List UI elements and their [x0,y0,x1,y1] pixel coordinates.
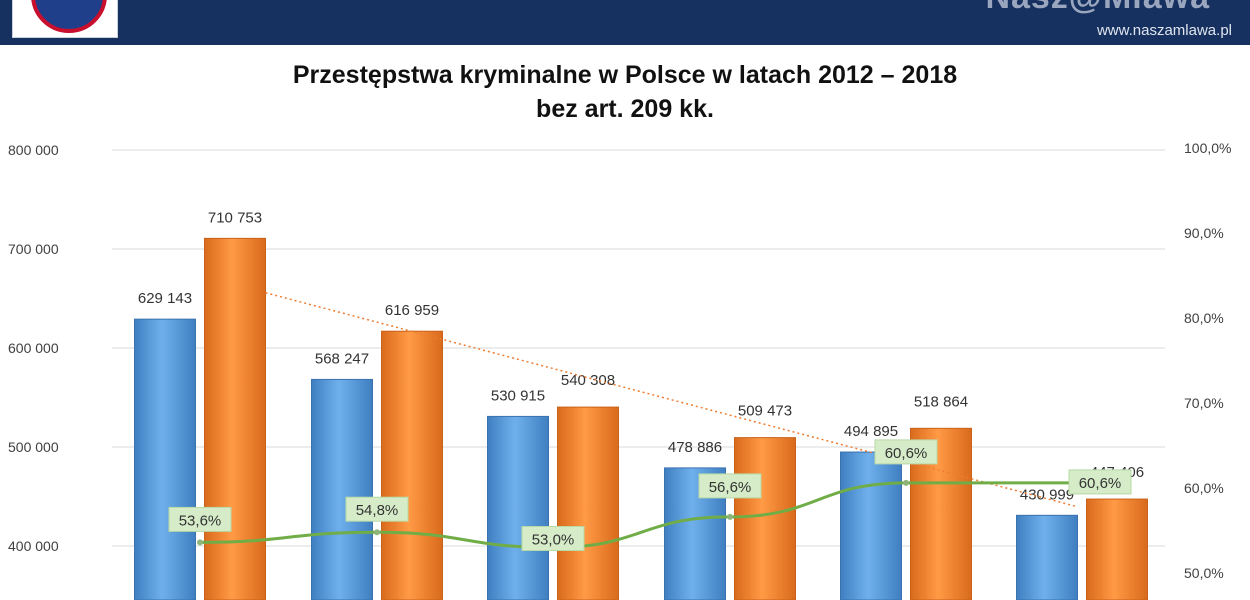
y-right-tick-label: 70,0% [1184,395,1224,411]
y-right-tick-label: 80,0% [1184,310,1224,326]
site-url[interactable]: www.naszamlawa.pl [1096,22,1232,39]
y-right-tick-label: 90,0% [1184,225,1224,241]
bar-data-label: 518 864 [914,393,968,410]
line-data-label: 53,6% [179,512,222,529]
y-right-tick-label: 60,0% [1184,480,1224,496]
y-left-tick-label: 500 000 [8,439,59,455]
bar-series0-4 [840,451,902,600]
bar-series0-2 [487,415,549,600]
y-left-tick-label: 600 000 [8,340,59,356]
y-left-tick-label: 700 000 [8,241,59,257]
line-label-box [521,526,585,551]
y-left-tick-label: 400 000 [8,538,59,554]
bar-series1-3 [734,437,796,600]
y-right-tick-label: 50,0% [1184,565,1224,581]
bar-series0-0 [134,318,196,600]
y-left-tick-label: 800 000 [8,142,59,158]
bar-data-label: 509 473 [738,403,792,420]
line-data-label: 54,8% [356,502,399,519]
bar-series1-1 [381,330,443,600]
bar-series1-0 [204,237,266,600]
bar-data-label: 568 247 [315,350,369,367]
line-label-box [1068,469,1132,495]
bar-series0-1 [311,378,373,600]
chart-title-block: Przestępstwa kryminalne w Polsce w latac… [0,58,1250,126]
bar-data-label: 629 143 [138,290,192,307]
line-point [374,529,380,536]
line-data-label: 56,6% [709,479,752,496]
chart-subtitle: bez art. 209 kk. [536,95,714,123]
bar-data-label: 616 959 [385,302,439,319]
bar-data-label: 430 999 [1020,486,1074,503]
bar-series1-2 [557,406,619,600]
line-point [197,539,203,546]
header-bar: Nasz@Mława www.naszamlawa.pl [0,0,1250,45]
line-data-label: 60,6% [885,445,928,462]
line-data-label: 53,0% [532,532,575,549]
line-label-box [874,439,938,465]
bar-data-label: 494 895 [844,423,898,440]
bar-series0-5 [1016,514,1078,600]
line-data-label: 60,6% [1079,475,1122,492]
chart-title: Przestępstwa kryminalne w Polsce w latac… [292,61,958,89]
bar-data-label: 540 308 [561,372,615,389]
line-point [727,513,733,520]
line-label-box [345,496,409,522]
y-right-tick-label: 100,0% [1184,140,1231,156]
line-label-box [168,506,232,532]
line-label-box [698,473,762,499]
brand-name: Nasz@Mława [985,0,1210,17]
bar-data-label: 478 886 [668,439,722,456]
logo-icon[interactable] [12,0,118,38]
bar-data-label: 710 753 [208,209,262,226]
line-series-path [199,481,1082,550]
line-point [903,479,909,486]
bar-data-label: 530 915 [491,387,545,404]
bar-series1-5 [1086,498,1148,600]
